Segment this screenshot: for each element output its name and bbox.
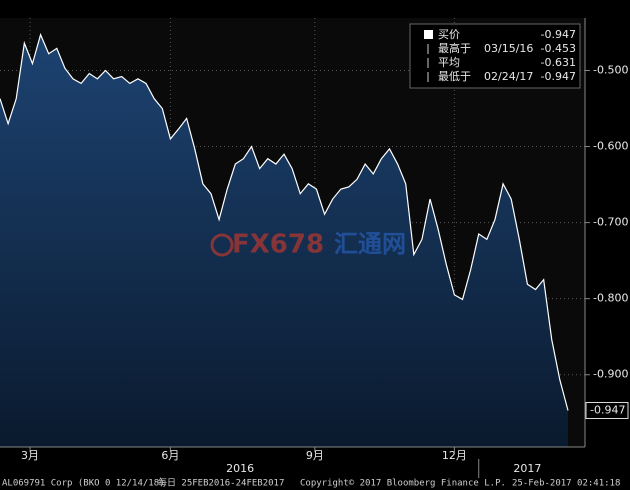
area	[0, 34, 568, 448]
legend-label: 平均	[438, 56, 460, 69]
watermark: 汇通网	[334, 230, 406, 258]
legend-swatch	[424, 30, 433, 39]
legend-value: -0.631	[541, 56, 576, 69]
legend	[409, 23, 581, 89]
x-tick-label: 9月	[306, 449, 324, 462]
watermark: FX678	[232, 230, 324, 260]
y-tick-label: -0.600	[593, 140, 628, 153]
legend-label: 买价	[438, 28, 460, 41]
legend-date: 02/24/17	[484, 70, 533, 83]
footer-text: Copyright© 2017 Bloomberg Finance L.P.	[300, 479, 506, 489]
year-label: 2017	[513, 462, 541, 475]
year-label: 2016	[226, 462, 254, 475]
legend-value: -0.947	[541, 70, 576, 83]
footer-text: 25-Feb-2017 02:41:18	[512, 479, 620, 489]
watermark-logo	[210, 233, 234, 257]
y-tick-label: -0.700	[593, 216, 628, 229]
y-tick-label: -0.900	[593, 368, 628, 381]
legend-date: 03/15/16	[484, 42, 533, 55]
legend-value: -0.453	[541, 42, 576, 55]
x-tick-label: 12月	[442, 449, 467, 462]
legend-label: 最高于	[438, 41, 471, 55]
footer-text: AL069791 Corp (BKO 0 12/14/18)	[2, 479, 165, 489]
x-tick-label: 3月	[21, 449, 39, 462]
footer-text: 每日 25FEB2016-24FEB2017	[158, 477, 284, 489]
legend-label: 最低于	[438, 70, 471, 83]
last-value-label: -0.947	[590, 403, 625, 416]
last-value-box	[585, 401, 629, 419]
line	[0, 32, 569, 411]
y-tick-label: -0.500	[593, 63, 628, 76]
y-tick-label: -0.800	[593, 292, 628, 305]
x-tick-label: 6月	[161, 449, 179, 462]
legend-value: -0.947	[541, 28, 576, 41]
